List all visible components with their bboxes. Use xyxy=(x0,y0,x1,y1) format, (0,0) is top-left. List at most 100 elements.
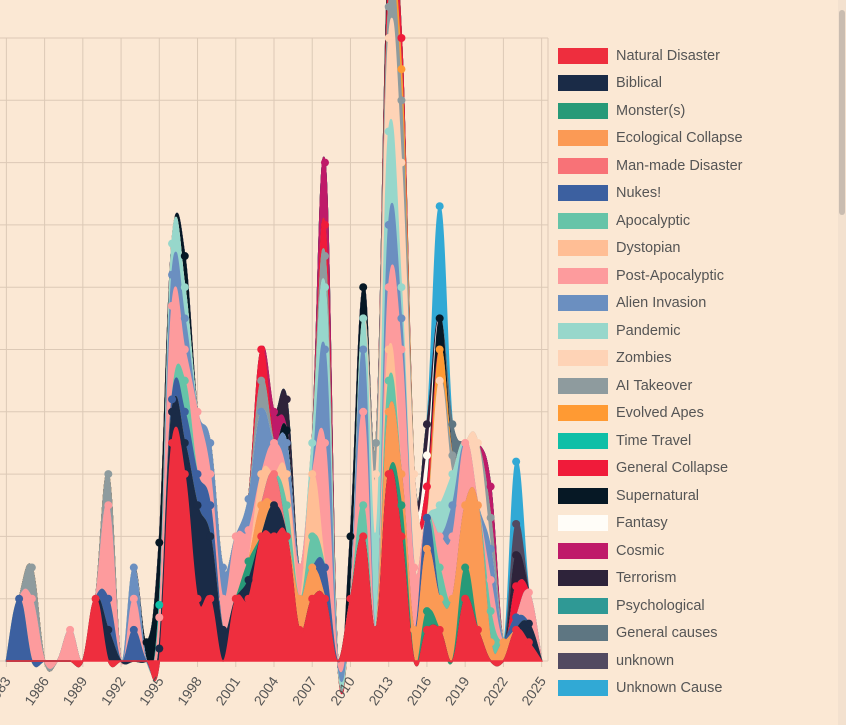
vertical-scrollbar[interactable] xyxy=(838,0,846,725)
data-point xyxy=(435,202,444,211)
data-point xyxy=(244,594,253,603)
legend-item[interactable]: Post-Apocalyptic xyxy=(558,262,743,290)
data-point xyxy=(397,65,406,74)
legend-item[interactable]: Supernatural xyxy=(558,482,743,510)
data-point xyxy=(371,470,380,479)
legend-item[interactable]: Monster(s) xyxy=(558,97,743,125)
data-point xyxy=(359,283,368,292)
legend-item[interactable]: unknown xyxy=(558,647,743,675)
data-point xyxy=(422,451,431,460)
legend-swatch xyxy=(558,75,608,92)
legend-item[interactable]: Time Travel xyxy=(558,427,743,455)
x-tick-label: 1986 xyxy=(21,673,52,708)
legend-item[interactable]: Pandemic xyxy=(558,317,743,345)
legend-swatch xyxy=(558,130,608,147)
legend-item[interactable]: Dystopian xyxy=(558,235,743,263)
data-point xyxy=(359,345,368,354)
data-point xyxy=(282,501,291,510)
data-point xyxy=(397,345,406,354)
data-point xyxy=(104,470,113,479)
data-point xyxy=(257,376,266,385)
data-point xyxy=(104,625,113,634)
data-point xyxy=(346,594,355,603)
x-tick-label: 2007 xyxy=(289,673,320,708)
data-point xyxy=(435,594,444,603)
legend-swatch xyxy=(558,102,608,119)
data-point xyxy=(448,470,457,479)
data-point xyxy=(320,220,329,229)
data-point xyxy=(422,420,431,429)
legend-item[interactable]: Cosmic xyxy=(558,537,743,565)
data-point xyxy=(27,594,36,603)
data-point xyxy=(206,470,215,479)
data-point xyxy=(346,532,355,541)
data-point xyxy=(448,594,457,603)
legend-item[interactable]: Evolved Apes xyxy=(558,400,743,428)
legend-item[interactable]: Biblical xyxy=(558,70,743,98)
scrollbar-thumb[interactable] xyxy=(839,10,845,215)
x-tick-label: 2016 xyxy=(403,673,434,708)
legend-item[interactable]: Zombies xyxy=(558,345,743,373)
data-point xyxy=(27,563,36,572)
data-point xyxy=(422,544,431,553)
data-point xyxy=(295,625,304,634)
legend-label: General Collapse xyxy=(616,460,729,477)
data-point xyxy=(486,544,495,553)
data-point xyxy=(270,532,278,541)
data-point xyxy=(384,127,393,136)
legend-item[interactable]: Man-made Disaster xyxy=(558,152,743,180)
legend-item[interactable]: General causes xyxy=(558,620,743,648)
legend-item[interactable]: Natural Disaster xyxy=(558,42,743,70)
legend-item[interactable]: Fantasy xyxy=(558,510,743,538)
data-point xyxy=(448,501,457,510)
data-point xyxy=(435,563,444,572)
data-point xyxy=(512,519,521,528)
data-point xyxy=(435,625,444,634)
legend-item[interactable]: Alien Invasion xyxy=(558,290,743,318)
legend-item[interactable]: AI Takeover xyxy=(558,372,743,400)
data-point xyxy=(461,438,470,447)
x-axis-ticks: 1983 1986 1989 1992 1995 1998 2001 2004 2007 2010… xyxy=(0,673,549,708)
data-point xyxy=(15,594,24,603)
legend-swatch xyxy=(558,487,608,504)
data-point xyxy=(384,283,393,292)
legend-label: unknown xyxy=(616,652,675,669)
data-point xyxy=(359,407,368,416)
legend-item[interactable]: Apocalyptic xyxy=(558,207,743,235)
data-point xyxy=(397,283,406,292)
data-point xyxy=(129,594,138,603)
data-point xyxy=(422,625,431,634)
data-point xyxy=(473,438,482,447)
legend-item[interactable]: Nukes! xyxy=(558,180,743,208)
chart-legend: Natural Disaster Biblical Monster(s) Ecolog… xyxy=(558,42,743,702)
legend-swatch xyxy=(558,157,608,174)
legend-label: AI Takeover xyxy=(616,377,693,394)
x-tick-label: 2001 xyxy=(212,673,243,708)
data-point xyxy=(104,594,113,603)
legend-label: Natural Disaster xyxy=(616,47,720,64)
legend-label: Terrorism xyxy=(616,570,677,587)
data-point xyxy=(371,438,380,447)
data-point xyxy=(129,563,138,572)
data-point xyxy=(448,420,457,429)
data-point xyxy=(219,563,228,572)
data-point xyxy=(422,513,431,522)
data-point xyxy=(206,532,215,541)
data-point xyxy=(486,607,495,616)
data-point xyxy=(168,301,177,310)
data-point xyxy=(397,34,406,42)
data-point xyxy=(410,625,419,634)
legend-item[interactable]: Terrorism xyxy=(558,565,743,593)
legend-item[interactable]: Psychological xyxy=(558,592,743,620)
data-point xyxy=(168,395,177,404)
data-point xyxy=(270,438,278,447)
legend-swatch xyxy=(558,350,608,367)
legend-label: Nukes! xyxy=(616,185,662,202)
legend-item[interactable]: Unknown Cause xyxy=(558,675,743,703)
legend-item[interactable]: Ecological Collapse xyxy=(558,125,743,153)
data-point xyxy=(320,563,329,572)
legend-item[interactable]: General Collapse xyxy=(558,455,743,483)
data-point xyxy=(193,594,202,603)
legend-label: Zombies xyxy=(616,350,672,367)
data-point xyxy=(473,625,482,634)
